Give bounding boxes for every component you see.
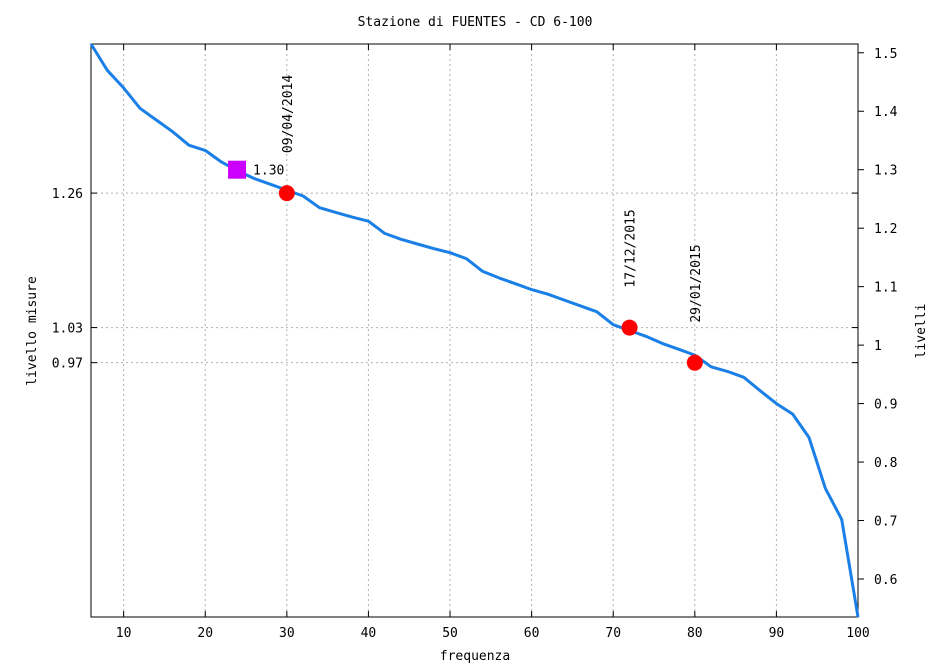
y-right-tick-label: 1.4 <box>874 105 898 120</box>
grid <box>123 44 777 617</box>
x-tick-label: 70 <box>605 626 621 641</box>
y-right-tick-label: 1 <box>874 339 882 354</box>
y-axis-right: 0.6 0.7 0.8 0.9 1 1.1 1.2 1.3 1.4 1.5 <box>858 47 898 588</box>
date-label: 29/01/2015 <box>689 244 704 322</box>
y-axis-label-right: livelli <box>914 304 929 359</box>
x-tick-label: 100 <box>846 626 869 641</box>
y-left-tick-label: 0.97 <box>52 357 83 372</box>
square-marker <box>228 160 247 179</box>
x-tick-label: 60 <box>524 626 540 641</box>
x-tick-label: 80 <box>687 626 703 641</box>
y-axis-left: 1.26 1.03 0.97 <box>52 187 858 372</box>
data-point <box>621 319 638 336</box>
y-left-tick-label: 1.26 <box>52 187 83 202</box>
y-axis-label-left: livello misure <box>25 276 40 386</box>
y-right-tick-label: 0.7 <box>874 515 897 530</box>
x-axis: 10 20 30 40 50 60 70 80 90 100 <box>116 44 870 641</box>
series-line <box>89 43 860 618</box>
x-tick-label: 50 <box>442 626 458 641</box>
y-right-tick-label: 1.3 <box>874 164 897 179</box>
x-tick-label: 10 <box>116 626 132 641</box>
x-tick-label: 30 <box>279 626 295 641</box>
x-tick-label: 20 <box>197 626 213 641</box>
y-left-tick-label: 1.03 <box>52 322 83 337</box>
date-label: 17/12/2015 <box>624 209 639 287</box>
x-axis-label: frequenza <box>440 649 510 664</box>
y-right-tick-label: 0.6 <box>874 573 897 588</box>
markers-layer: 09/04/2014 17/12/2015 29/01/2015 1.30 <box>228 75 704 371</box>
data-point <box>686 354 703 371</box>
chart-title: Stazione di FUENTES - CD 6-100 <box>358 15 593 30</box>
data-point <box>278 185 295 202</box>
x-tick-label: 40 <box>361 626 377 641</box>
y-right-tick-label: 1.1 <box>874 281 897 296</box>
x-tick-label: 90 <box>769 626 785 641</box>
y-right-tick-label: 1.2 <box>874 222 897 237</box>
y-right-tick-label: 0.9 <box>874 398 897 413</box>
reference-lines <box>91 192 858 364</box>
series-layer <box>89 43 860 618</box>
y-right-tick-label: 1.5 <box>874 47 897 62</box>
y-right-tick-label: 0.8 <box>874 456 897 471</box>
square-marker-label: 1.30 <box>253 164 284 179</box>
date-label: 09/04/2014 <box>281 75 296 153</box>
plot-frame <box>90 43 859 618</box>
